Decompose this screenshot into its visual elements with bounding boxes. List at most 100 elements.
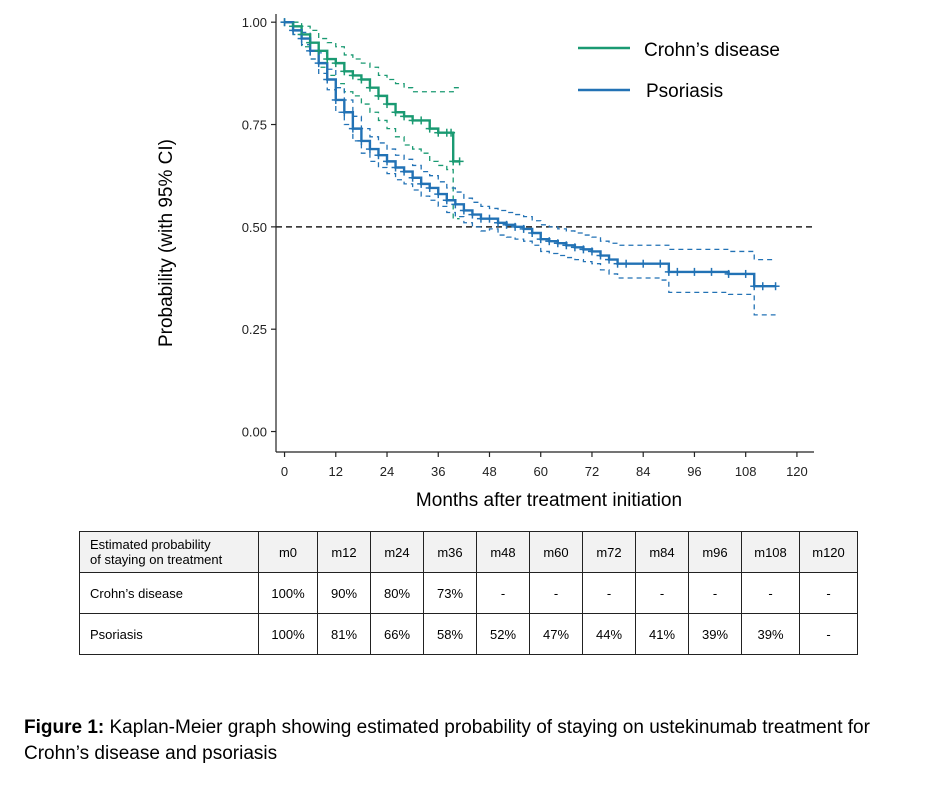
censor-mark-psoriasis [451,200,460,209]
censor-mark-psoriasis [613,259,622,268]
censor-mark-psoriasis [528,229,537,237]
censor-mark-psoriasis [391,163,400,172]
censor-mark-psoriasis [331,95,340,104]
table-cell: - [688,572,742,614]
x-tick-label: 96 [687,464,701,479]
censor-mark-psoriasis [502,220,511,229]
figure-caption-prefix: Figure 1: [24,717,105,738]
censor-mark-psoriasis [459,206,468,215]
censor-mark-psoriasis [323,75,332,84]
table-cell: 66% [370,613,424,655]
table-cell: 100% [258,572,318,614]
censor-mark-psoriasis [383,157,392,166]
table-header-row: Estimated probability of staying on trea… [79,531,858,573]
censor-mark-psoriasis [562,241,571,250]
censor-mark-psoriasis [289,26,298,35]
censor-mark-crohns [323,55,332,64]
table-cell: - [476,572,530,614]
table-header-label-line-1: Estimated probability [90,537,211,552]
censor-mark-psoriasis [365,145,374,154]
censor-mark-crohns [314,46,323,55]
censor-mark-crohns [306,38,315,47]
x-axis-title: Months after treatment initiation [416,490,682,511]
confidence-interval-layer [284,21,776,316]
table-cell: 47% [529,613,583,655]
x-tick-label: 108 [735,464,757,479]
table-column-header: m120 [799,531,858,573]
figure-caption-text: Kaplan-Meier graph showing estimated pro… [24,717,870,764]
censor-mark-psoriasis [306,46,315,55]
ci-upper-crohns [284,21,460,93]
ci-upper-psoriasis [284,21,776,261]
table-cell: - [799,572,858,614]
censor-mark-crohns [365,83,374,92]
table-row: Crohn’s disease 100% 90% 80% 73% - - - - - - - [79,572,858,614]
censor-mark-crohns [408,116,417,125]
table-cell: 39% [741,613,800,655]
table-cell: 44% [582,613,636,655]
x-tick-label: 24 [380,464,394,479]
y-tick-label: 0.25 [242,322,267,337]
censor-mark-crohns [357,75,366,84]
censor-mark-psoriasis [357,136,366,145]
table-cell: 100% [258,613,318,655]
censor-mark-psoriasis [622,259,631,268]
kaplan-meier-chart: 0.00 0.25 0.50 0.75 1.00 0 12 24 36 48 60 72 84 96 108… [156,14,814,511]
censor-mark-crohns [434,128,443,137]
censor-mark-psoriasis [408,173,417,182]
censor-mark-psoriasis [511,222,520,231]
ci-lower-psoriasis [284,21,776,316]
x-tick-label: 0 [281,464,288,479]
censor-mark-crohns [400,112,409,121]
table-cell: - [582,572,636,614]
censor-mark-psoriasis [570,243,579,252]
censor-mark-crohns [340,67,349,76]
censor-mark-psoriasis [553,239,562,248]
x-tick-label: 12 [329,464,343,479]
x-tick-label: 120 [786,464,808,479]
table-cell: 41% [635,613,689,655]
censor-mark-psoriasis [485,214,494,223]
chart-legend: Crohn’s disease Psoriasis [578,40,780,102]
table-column-header: m12 [317,531,371,573]
figure-caption: Figure 1: Kaplan-Meier graph showing est… [24,715,939,767]
censor-mark-psoriasis [664,267,673,276]
censor-mark-psoriasis [494,218,503,227]
x-tick-label: 72 [585,464,599,479]
x-tick-label: 48 [482,464,496,479]
table-column-header: m36 [423,531,477,573]
table-header-label: Estimated probability of staying on trea… [79,531,259,573]
survival-line-layer [284,20,776,288]
censor-mark-crohns [348,71,357,80]
censor-mark-psoriasis [596,251,605,260]
table-column-header: m60 [529,531,583,573]
legend-label-psoriasis: Psoriasis [646,81,723,102]
censor-mark-psoriasis [400,167,409,176]
censor-mark-psoriasis [690,267,699,276]
censor-mark-psoriasis [425,183,434,192]
axis-layer: 0.00 0.25 0.50 0.75 1.00 0 12 24 36 48 60 72 84 96 108… [242,14,814,479]
censor-mark-crohns [417,116,426,125]
censor-mark-psoriasis [314,59,323,68]
table-row: Psoriasis 100% 81% 66% 58% 52% 47% 44% 41% 39% 39%… [79,613,858,655]
censor-mark-psoriasis [579,245,588,254]
table-cell: 90% [317,572,371,614]
censor-mark-psoriasis [297,34,306,43]
censor-mark-psoriasis [656,259,665,268]
censor-mark-psoriasis [476,214,485,223]
y-tick-label: 0.50 [242,220,267,235]
y-axis-title: Probability (with 95% CI) [156,139,177,347]
censor-mark-psoriasis [374,151,383,160]
censor-mark-crohns [425,124,434,133]
table-cell: 58% [423,613,477,655]
censor-mark-psoriasis [750,282,759,291]
censor-mark-crohns [331,59,340,68]
table-row-label: Psoriasis [79,613,259,655]
table-cell: 81% [317,613,371,655]
censor-mark-psoriasis [468,210,477,219]
censor-mark-crohns [447,128,456,137]
table-cell: - [741,572,800,614]
censor-mark-psoriasis [442,196,451,205]
table-cell: - [529,572,583,614]
censor-mark-psoriasis [639,259,648,268]
